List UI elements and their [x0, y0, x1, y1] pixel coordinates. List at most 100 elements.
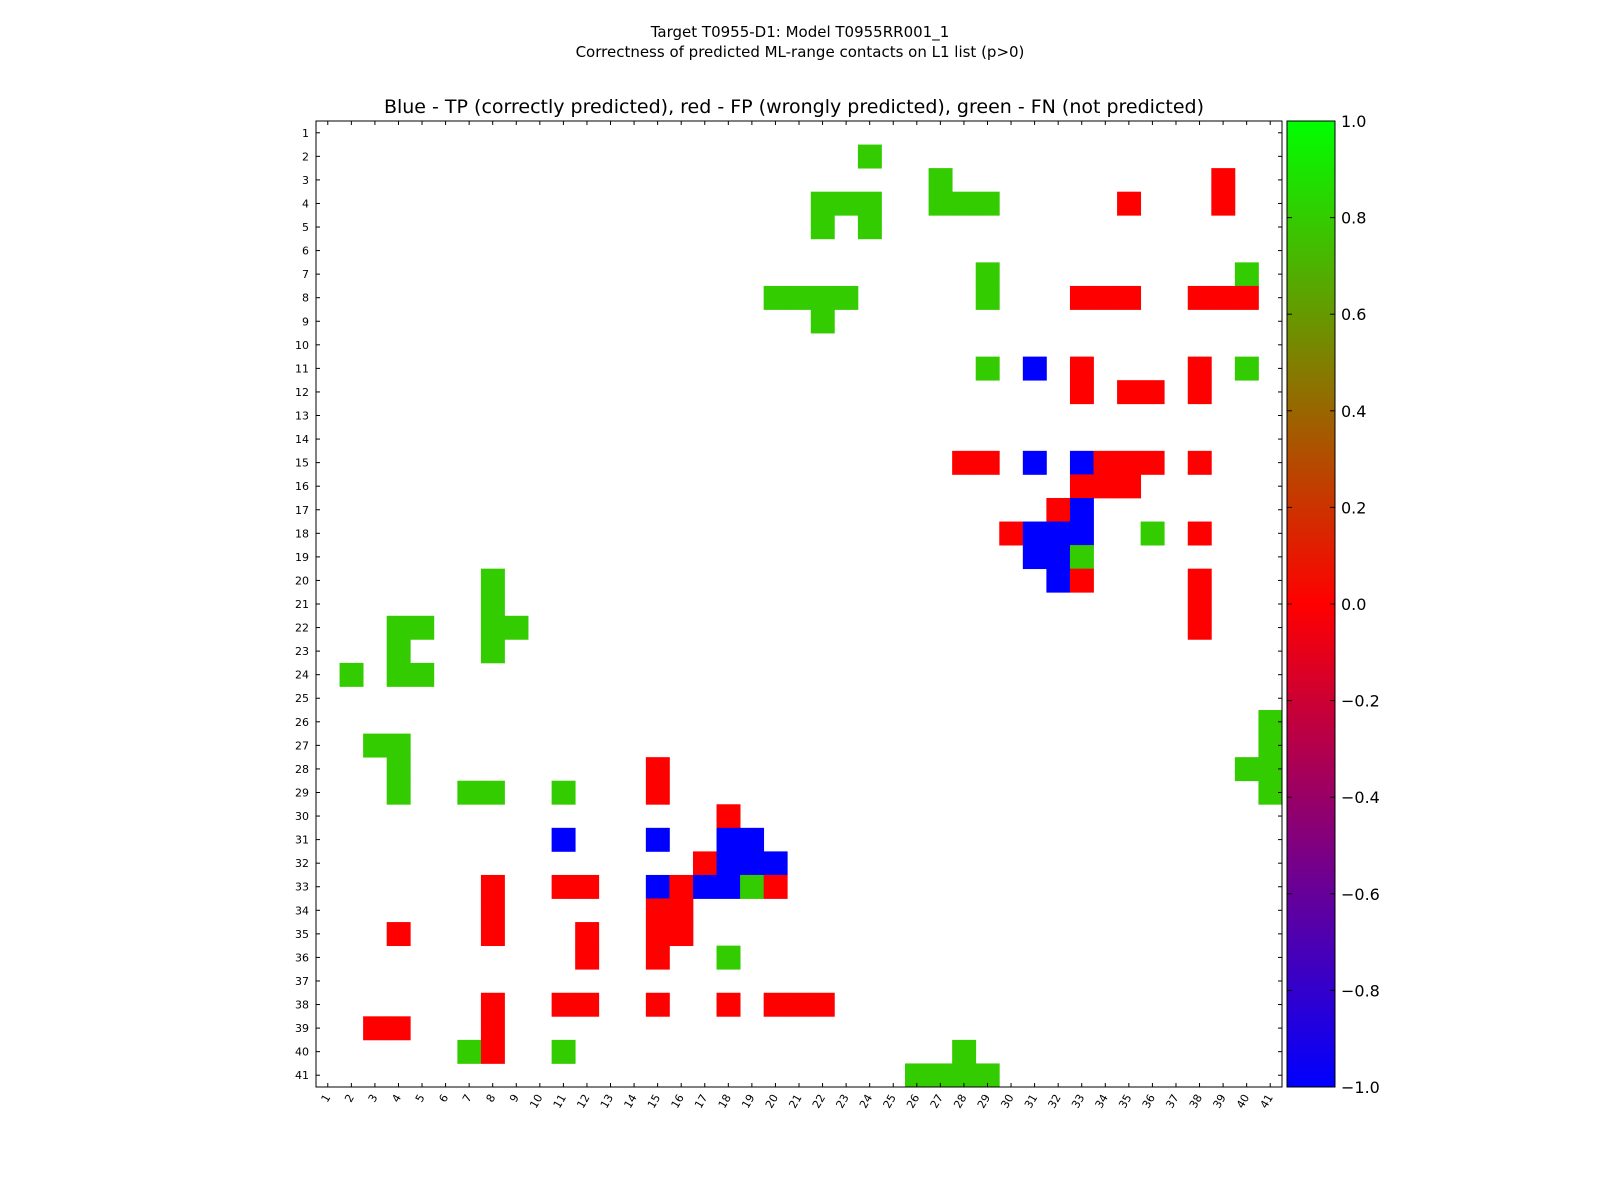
x-tick-label: 6 — [436, 1092, 451, 1105]
y-tick-label: 11 — [295, 362, 309, 375]
heatmap-cell — [952, 1039, 977, 1064]
heatmap-cell — [763, 285, 788, 310]
heatmap-cell — [480, 568, 505, 593]
y-tick-label: 12 — [295, 386, 309, 399]
y-tick-label: 1 — [302, 127, 309, 140]
y-tick-label: 18 — [295, 527, 309, 540]
colorbar-tick-label: −0.8 — [1341, 981, 1380, 1000]
y-tick-label: 28 — [295, 763, 309, 776]
heatmap-cell — [480, 1016, 505, 1041]
colorbar-tick-label: −0.4 — [1341, 788, 1380, 807]
x-tick-label: 40 — [1234, 1092, 1252, 1111]
heatmap-cell — [1117, 474, 1142, 499]
y-tick-label: 19 — [295, 551, 309, 564]
heatmap-cell — [692, 874, 717, 899]
heatmap-cell — [1022, 450, 1047, 475]
heatmap-cell — [1140, 450, 1165, 475]
plot-area-frame — [315, 120, 1283, 1088]
heatmap-cell — [763, 874, 788, 899]
heatmap-cell — [952, 191, 977, 216]
figure-suptitle-line-2: Correctness of predicted ML-range contac… — [575, 43, 1025, 61]
heatmap-cell — [999, 521, 1024, 546]
heatmap-cell — [551, 780, 576, 805]
x-tick-label: 12 — [574, 1092, 592, 1111]
heatmap-cell — [645, 945, 670, 970]
x-tick-label: 23 — [833, 1092, 851, 1111]
heatmap-cell — [386, 733, 411, 758]
heatmap-cell — [928, 1063, 953, 1088]
x-tick-label: 22 — [810, 1092, 828, 1111]
heatmap-cell — [551, 827, 576, 852]
heatmap-cell — [1234, 262, 1259, 287]
x-tick-label: 17 — [692, 1092, 710, 1111]
y-tick-label: 40 — [295, 1046, 309, 1059]
heatmap-cell — [716, 804, 741, 829]
heatmap-cell — [1069, 356, 1094, 381]
heatmap-cells — [339, 144, 1283, 1088]
y-tick-label: 10 — [295, 339, 309, 352]
heatmap-cell — [975, 356, 1000, 381]
y-tick-label: 20 — [295, 574, 309, 587]
y-tick-label: 32 — [295, 857, 309, 870]
heatmap-cell — [834, 285, 859, 310]
heatmap-cell — [1187, 380, 1212, 405]
y-tick-label: 15 — [295, 457, 309, 470]
heatmap-cell — [1022, 545, 1047, 570]
figure-suptitle-line-1: Target T0955-D1: Model T0955RR001_1 — [650, 23, 950, 41]
x-tick-label: 34 — [1093, 1092, 1111, 1111]
heatmap-cell — [669, 922, 694, 947]
y-tick-label: 5 — [302, 221, 309, 234]
y-tick-label: 30 — [295, 810, 309, 823]
x-tick-label: 39 — [1210, 1092, 1228, 1111]
y-tick-label: 14 — [295, 433, 309, 446]
y-tick-label: 41 — [295, 1069, 309, 1082]
heatmap-cell — [1258, 757, 1283, 782]
heatmap-cell — [975, 285, 1000, 310]
x-tick-label: 41 — [1258, 1092, 1276, 1111]
x-tick-label: 2 — [342, 1092, 357, 1105]
heatmap-cell — [1187, 592, 1212, 617]
colorbar-tick-label: 0.0 — [1341, 595, 1366, 614]
y-tick-label: 38 — [295, 999, 309, 1012]
chart-title: Blue - TP (correctly predicted), red - F… — [384, 96, 1204, 118]
x-tick-label: 9 — [507, 1092, 522, 1105]
x-tick-label: 27 — [928, 1092, 946, 1111]
x-tick-label: 1 — [319, 1092, 334, 1105]
heatmap-cell — [575, 874, 600, 899]
heatmap-cell — [1234, 757, 1259, 782]
heatmap-cell — [1046, 497, 1071, 522]
heatmap-cell — [551, 992, 576, 1017]
heatmap-cell — [1069, 285, 1094, 310]
colorbar-ticks: 1.0 0.8 0.6 0.4 0.2 0.0 −0.2 −0.4 −0.6 −0.8 −1.0 — [1287, 112, 1380, 1097]
heatmap-cell — [716, 851, 741, 876]
x-tick-label: 26 — [904, 1092, 922, 1111]
heatmap-cell — [363, 733, 388, 758]
heatmap-cell — [1046, 568, 1071, 593]
heatmap-cell — [1234, 356, 1259, 381]
heatmap-cell — [1187, 356, 1212, 381]
y-tick-label: 25 — [295, 692, 309, 705]
heatmap-cell — [645, 827, 670, 852]
y-tick-label: 23 — [295, 645, 309, 658]
heatmap-cell — [1046, 545, 1071, 570]
heatmap-cell — [810, 191, 835, 216]
heatmap-cell — [645, 922, 670, 947]
x-tick-label: 7 — [460, 1092, 475, 1105]
heatmap-cell — [1187, 521, 1212, 546]
heatmap-cell — [928, 191, 953, 216]
heatmap-cell — [1140, 380, 1165, 405]
heatmap-cell — [857, 144, 882, 169]
heatmap-cell — [575, 945, 600, 970]
colorbar-tick-label: 1.0 — [1341, 112, 1366, 131]
x-tick-label: 5 — [413, 1092, 428, 1105]
heatmap-cell — [551, 1039, 576, 1064]
y-tick-label: 13 — [295, 410, 309, 423]
heatmap-cell — [975, 450, 1000, 475]
heatmap-cell — [763, 851, 788, 876]
y-tick-label: 6 — [302, 245, 309, 258]
y-tick-label: 24 — [295, 669, 309, 682]
heatmap-cell — [740, 827, 765, 852]
heatmap-cell — [905, 1063, 929, 1088]
heatmap-cell — [480, 615, 505, 640]
heatmap-cell — [975, 262, 1000, 287]
